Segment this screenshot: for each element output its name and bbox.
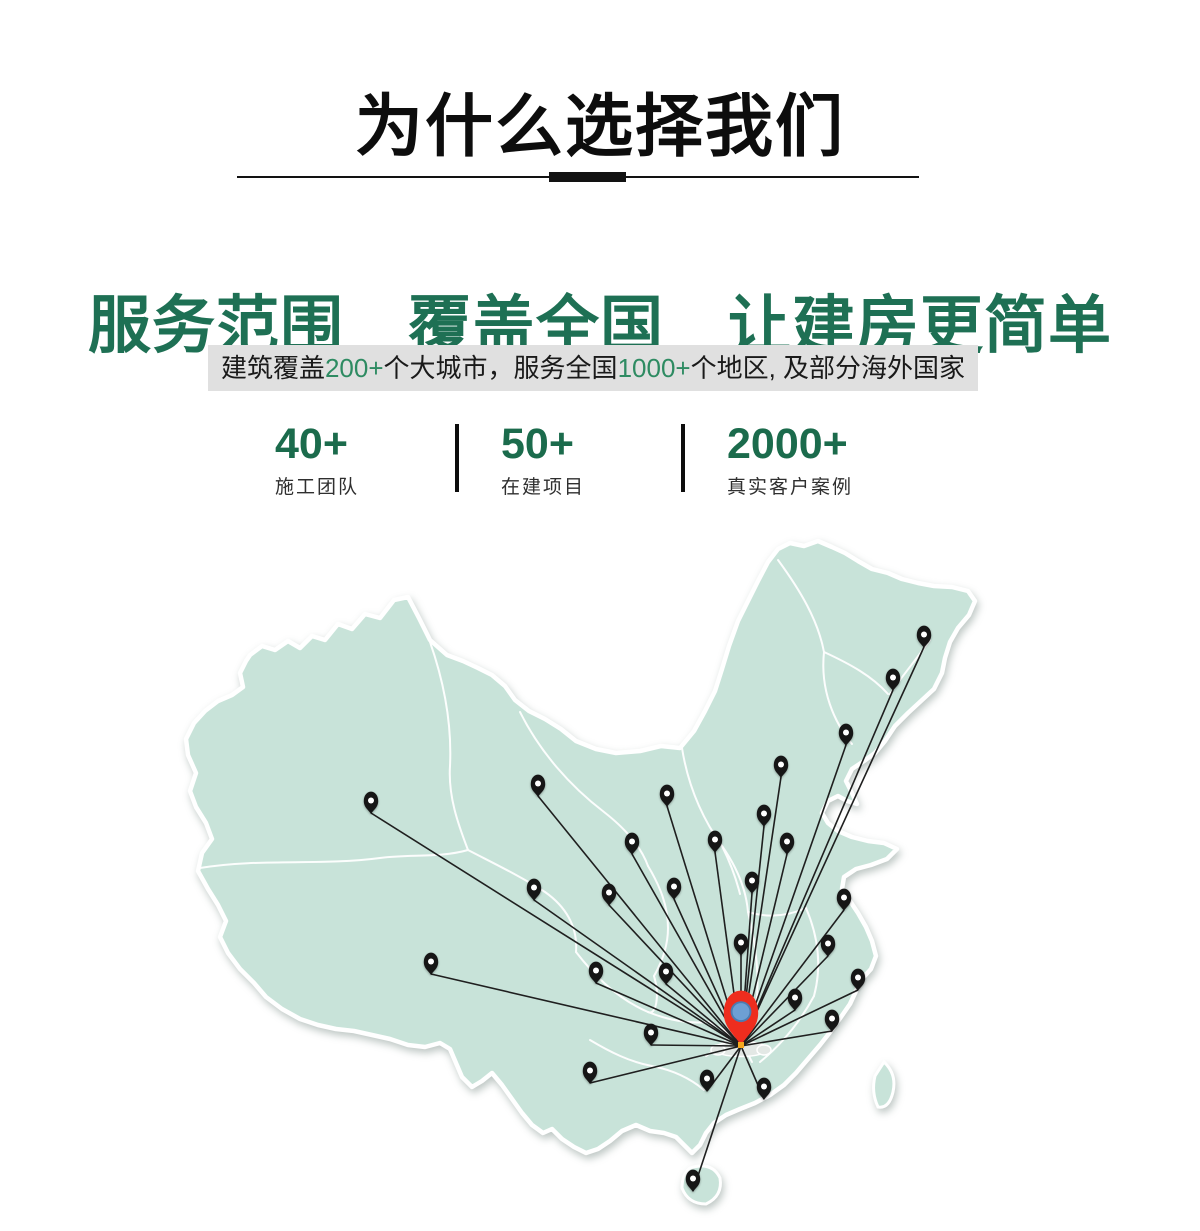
center-base-ellipse — [756, 1044, 772, 1056]
stat-divider — [681, 424, 685, 492]
connection-line — [430, 973, 742, 1047]
title-divider-accent — [549, 172, 626, 182]
stat-ongoing-projects: 50+ 在建项目 — [485, 417, 655, 499]
stat-customer-cases: 2000+ 真实客户案例 — [711, 417, 941, 499]
location-pin-icon — [824, 1009, 840, 1032]
location-pin-icon — [601, 883, 617, 906]
location-pin-icon — [756, 1077, 772, 1100]
connection-line — [692, 1045, 742, 1192]
stat-divider — [455, 424, 459, 492]
stat-label: 在建项目 — [501, 477, 586, 498]
location-pin-icon — [707, 830, 723, 853]
connection-line — [740, 689, 894, 1047]
location-pin-icon — [744, 871, 760, 894]
connection-line — [740, 744, 847, 1047]
coverage-banner: 建筑覆盖200+个大城市，服务全国1000+个地区, 及部分海外国家 — [208, 345, 978, 391]
taiwan-island — [872, 1059, 896, 1109]
connection-line — [740, 989, 859, 1047]
location-pins — [363, 625, 932, 1192]
center-location-pin — [723, 990, 759, 1048]
banner-highlight-200: 200+ — [324, 353, 384, 383]
banner-highlight-1000: 1000+ — [617, 353, 691, 383]
location-pin-icon — [779, 832, 795, 855]
connection-line — [740, 955, 829, 1047]
connection-line — [537, 795, 742, 1047]
connection-line — [740, 909, 845, 1047]
stats-row: 40+ 施工团队 50+ 在建项目 2000+ 真实客户案例 — [0, 417, 1200, 499]
stat-label: 真实客户案例 — [727, 477, 854, 498]
location-pin-icon — [850, 968, 866, 991]
location-pin-icon — [885, 668, 901, 691]
connection-line — [631, 853, 742, 1047]
location-pin-icon — [588, 961, 604, 984]
china-service-map — [0, 535, 1200, 1231]
connection-line — [589, 1045, 742, 1084]
connection-line — [608, 904, 742, 1047]
location-pin-icon — [530, 774, 546, 797]
location-pin-icon — [820, 934, 836, 957]
location-pin-icon — [363, 791, 379, 814]
connection-line — [740, 1009, 796, 1047]
location-pin-icon — [733, 933, 749, 956]
connection-line — [595, 982, 742, 1047]
headquarters-pin-icon — [723, 990, 759, 1046]
connection-line — [533, 899, 742, 1047]
location-pin-icon — [659, 784, 675, 807]
page-title: 为什么选择我们 — [354, 88, 845, 165]
location-pin-icon — [643, 1023, 659, 1046]
stat-construction-teams: 40+ 施工团队 — [259, 417, 429, 499]
location-pin-icon — [582, 1061, 598, 1084]
location-pin-icon — [699, 1069, 715, 1092]
connection-line — [665, 983, 742, 1047]
connection-line — [370, 812, 742, 1047]
location-pin-icon — [624, 832, 640, 855]
china-landmass — [183, 538, 978, 1206]
location-pin-icon — [916, 625, 932, 648]
location-pin-icon — [836, 888, 852, 911]
pin-tip-dot — [738, 1042, 744, 1048]
location-pin-icon — [526, 878, 542, 901]
location-pin-icon — [787, 988, 803, 1011]
location-pin-icon — [658, 962, 674, 985]
title-divider-line — [237, 172, 919, 182]
location-pin-icon — [756, 804, 772, 827]
location-pin-icon — [666, 877, 682, 900]
location-pin-icon — [773, 755, 789, 778]
connection-line — [650, 1044, 742, 1047]
china-map-outline — [183, 538, 978, 1156]
connection-line — [740, 1030, 833, 1047]
stat-value: 2000+ — [727, 420, 848, 468]
banner-text-segment: 建筑覆盖 — [220, 353, 325, 383]
banner-text-segment: 个大城市，服务全国 — [383, 353, 618, 383]
location-pin-icon — [423, 952, 439, 975]
banner-text-segment: 个地区, 及部分海外国家 — [690, 353, 966, 383]
location-pin-icon — [685, 1169, 701, 1192]
stat-value: 50+ — [501, 420, 574, 468]
stat-value: 40+ — [275, 420, 348, 468]
stat-label: 施工团队 — [275, 477, 360, 498]
location-pin-icon — [838, 723, 854, 746]
connection-line — [740, 646, 925, 1047]
